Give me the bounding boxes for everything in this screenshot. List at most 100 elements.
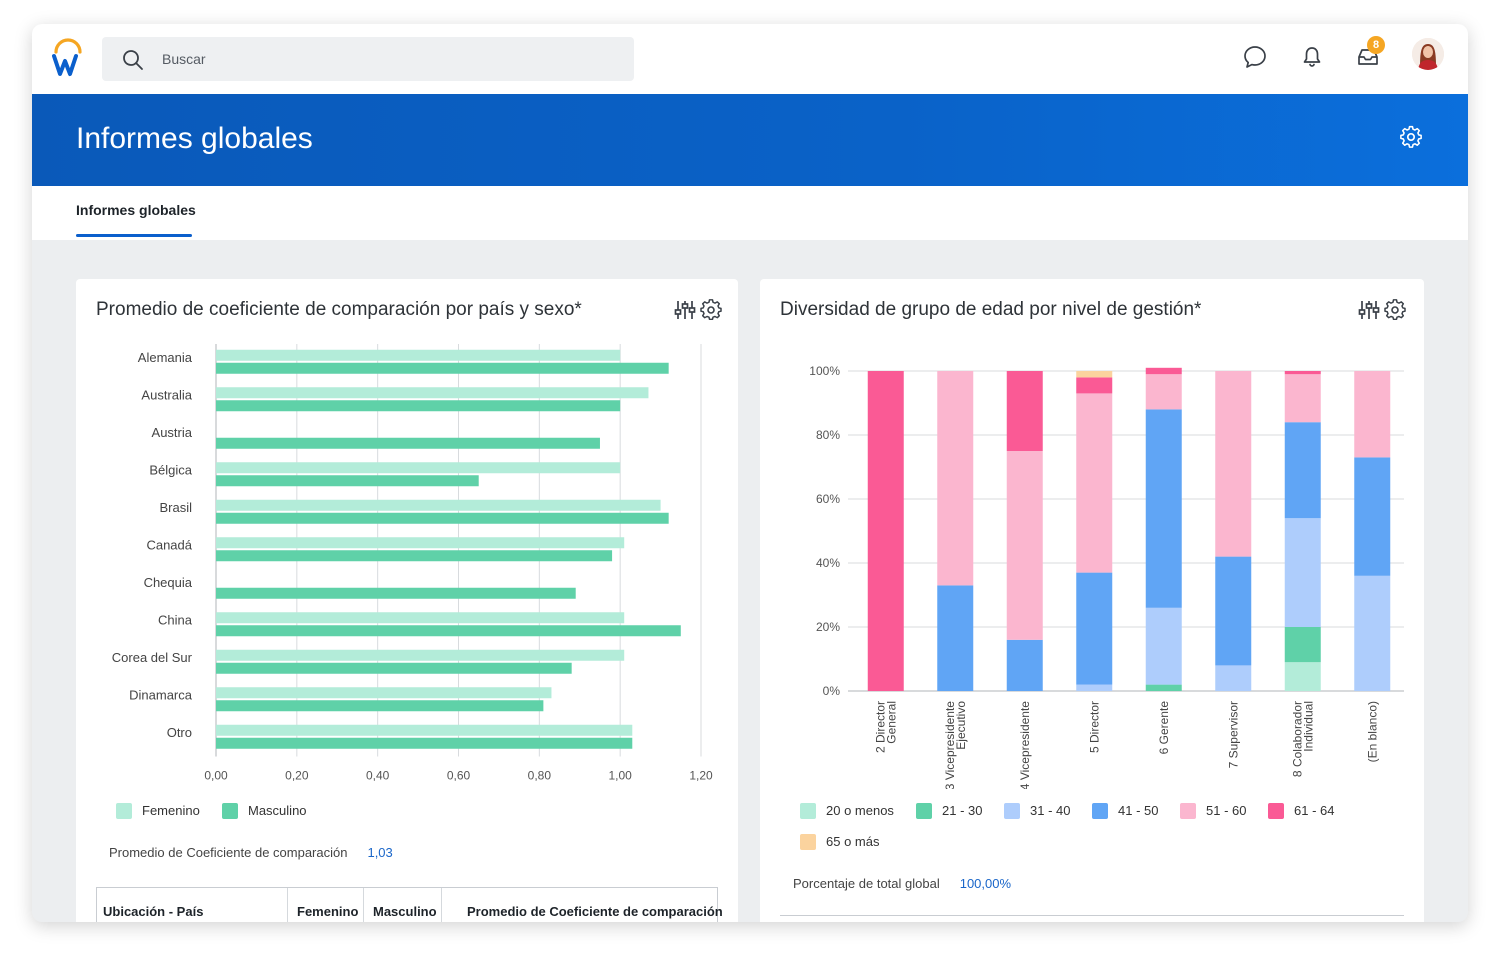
legend-swatch bbox=[916, 803, 932, 819]
summary-value[interactable]: 100,00% bbox=[959, 876, 1012, 891]
column-header-femenino[interactable]: Femenino bbox=[297, 904, 359, 919]
category-label: Dinamarca bbox=[129, 687, 193, 702]
category-label: Austria bbox=[152, 425, 193, 440]
gear-icon[interactable] bbox=[700, 299, 722, 321]
category-label: Corea del Sur bbox=[112, 650, 193, 665]
gear-icon[interactable] bbox=[1398, 124, 1424, 150]
stacked-bar-segment bbox=[1215, 556, 1252, 666]
category-label-group: 6 Gerente bbox=[1157, 701, 1171, 755]
active-tab-indicator bbox=[76, 234, 192, 237]
category-label: 6 Gerente bbox=[1157, 701, 1171, 755]
x-tick-label: 0,40 bbox=[366, 769, 390, 783]
legend-label: 20 o menos bbox=[826, 803, 894, 818]
stacked-bar-segment bbox=[1145, 684, 1182, 691]
category-label: Alemania bbox=[138, 350, 193, 365]
filter-sliders-icon[interactable] bbox=[674, 299, 696, 321]
stacked-bar-segment bbox=[1284, 662, 1321, 691]
table-top-border bbox=[780, 915, 1404, 916]
tab-informes-globales[interactable]: Informes globales bbox=[76, 202, 196, 218]
bar-femenino bbox=[216, 387, 649, 399]
column-header-promedio[interactable]: Promedio de Coeficiente de comparación bbox=[467, 904, 723, 919]
legend-swatch bbox=[1004, 803, 1020, 819]
stacked-bar-segment bbox=[1215, 371, 1252, 557]
category-label: China bbox=[158, 612, 193, 627]
legend-label: 31 - 40 bbox=[1030, 803, 1071, 818]
workday-logo[interactable] bbox=[50, 38, 86, 78]
stacked-bar-segment bbox=[1006, 371, 1043, 451]
bar-masculino bbox=[216, 400, 621, 412]
legend-swatch bbox=[116, 803, 132, 819]
legend-label: Masculino bbox=[248, 803, 307, 818]
legend-swatch bbox=[1092, 803, 1108, 819]
summary-row: Promedio de Coeficiente de comparación 1,… bbox=[109, 845, 393, 860]
page-banner: Informes globales bbox=[32, 94, 1468, 186]
summary-row: Porcentaje de total global 100,00% bbox=[793, 876, 1011, 891]
data-table-header: Ubicación - País Femenino Masculino Prom… bbox=[96, 887, 723, 922]
bell-icon[interactable] bbox=[1299, 44, 1325, 70]
stacked-bar-segment bbox=[1284, 518, 1321, 627]
stacked-bar-segment bbox=[1354, 371, 1391, 458]
inbox-icon[interactable] bbox=[1355, 44, 1381, 70]
bar-femenino bbox=[216, 537, 625, 549]
gear-icon[interactable] bbox=[1384, 299, 1406, 321]
page-title: Informes globales bbox=[76, 122, 313, 155]
stacked-bar-segment bbox=[1076, 371, 1113, 378]
bar-femenino bbox=[216, 462, 621, 474]
legend-label: Femenino bbox=[142, 803, 200, 818]
top-bar: Buscar 8 bbox=[32, 24, 1468, 94]
x-tick-label: 0,80 bbox=[528, 769, 552, 783]
y-tick-label: 80% bbox=[816, 428, 840, 442]
legend-label: 65 o más bbox=[826, 834, 880, 849]
chat-icon[interactable] bbox=[1242, 44, 1268, 70]
category-label-group: 4 Vicepresidente bbox=[1018, 701, 1032, 789]
summary-label: Porcentaje de total global bbox=[793, 876, 940, 891]
filter-sliders-icon[interactable] bbox=[1358, 299, 1380, 321]
bar-masculino bbox=[216, 475, 479, 487]
card-title: Promedio de coeficiente de comparación p… bbox=[96, 299, 582, 320]
stacked-bar-segment bbox=[1076, 377, 1113, 394]
bar-femenino bbox=[216, 612, 625, 624]
column-header-pais[interactable]: Ubicación - País bbox=[103, 904, 204, 919]
category-label-group: 7 Supervisor bbox=[1226, 701, 1240, 768]
legend-swatch bbox=[800, 803, 816, 819]
summary-label: Promedio de Coeficiente de comparación bbox=[109, 845, 348, 860]
legend-swatch bbox=[1268, 803, 1284, 819]
stacked-bar-segment bbox=[937, 585, 974, 691]
category-label: Individual bbox=[1301, 701, 1315, 752]
stacked-bar-segment bbox=[1006, 639, 1043, 691]
column-divider bbox=[441, 888, 442, 922]
legend-label: 21 - 30 bbox=[942, 803, 983, 818]
category-label: 3 Vicepresidente bbox=[943, 701, 957, 789]
stacked-bar-segment bbox=[1006, 451, 1043, 640]
legend-swatch bbox=[222, 803, 238, 819]
stacked-bar-segment bbox=[1076, 393, 1113, 573]
comparison-ratio-chart: 0,00 0,20 0,40 0,60 0,80 1,00 1,20 Alemania Aust… bbox=[112, 344, 713, 783]
legend-label: 61 - 64 bbox=[1294, 803, 1335, 818]
stacked-bar-segment bbox=[1076, 572, 1113, 685]
x-tick-label: 0,60 bbox=[447, 769, 471, 783]
x-tick-label: 0,00 bbox=[204, 769, 228, 783]
avatar[interactable] bbox=[1412, 38, 1444, 70]
stacked-bar-segment bbox=[1284, 371, 1321, 375]
bar-femenino bbox=[216, 499, 661, 511]
tab-bar: Informes globales bbox=[32, 186, 1468, 240]
summary-value[interactable]: 1,03 bbox=[367, 845, 393, 860]
y-tick-label: 40% bbox=[816, 556, 840, 570]
category-label: 8 Colaborador bbox=[1290, 701, 1304, 777]
column-header-masculino[interactable]: Masculino bbox=[373, 904, 437, 919]
category-label: Otro bbox=[167, 725, 192, 740]
stacked-bar-segment bbox=[867, 371, 904, 691]
stacked-bar-segment bbox=[1284, 627, 1321, 663]
category-label: (En blanco) bbox=[1365, 701, 1379, 762]
search-input[interactable]: Buscar bbox=[102, 37, 634, 81]
bar-masculino bbox=[216, 587, 576, 599]
category-label: General bbox=[884, 701, 898, 744]
bar-masculino bbox=[216, 437, 600, 449]
category-label: Ejecutivo bbox=[954, 701, 968, 750]
card-controls bbox=[674, 299, 724, 323]
category-label: 7 Supervisor bbox=[1226, 701, 1240, 768]
card-title: Diversidad de grupo de edad por nivel de… bbox=[780, 299, 1202, 320]
